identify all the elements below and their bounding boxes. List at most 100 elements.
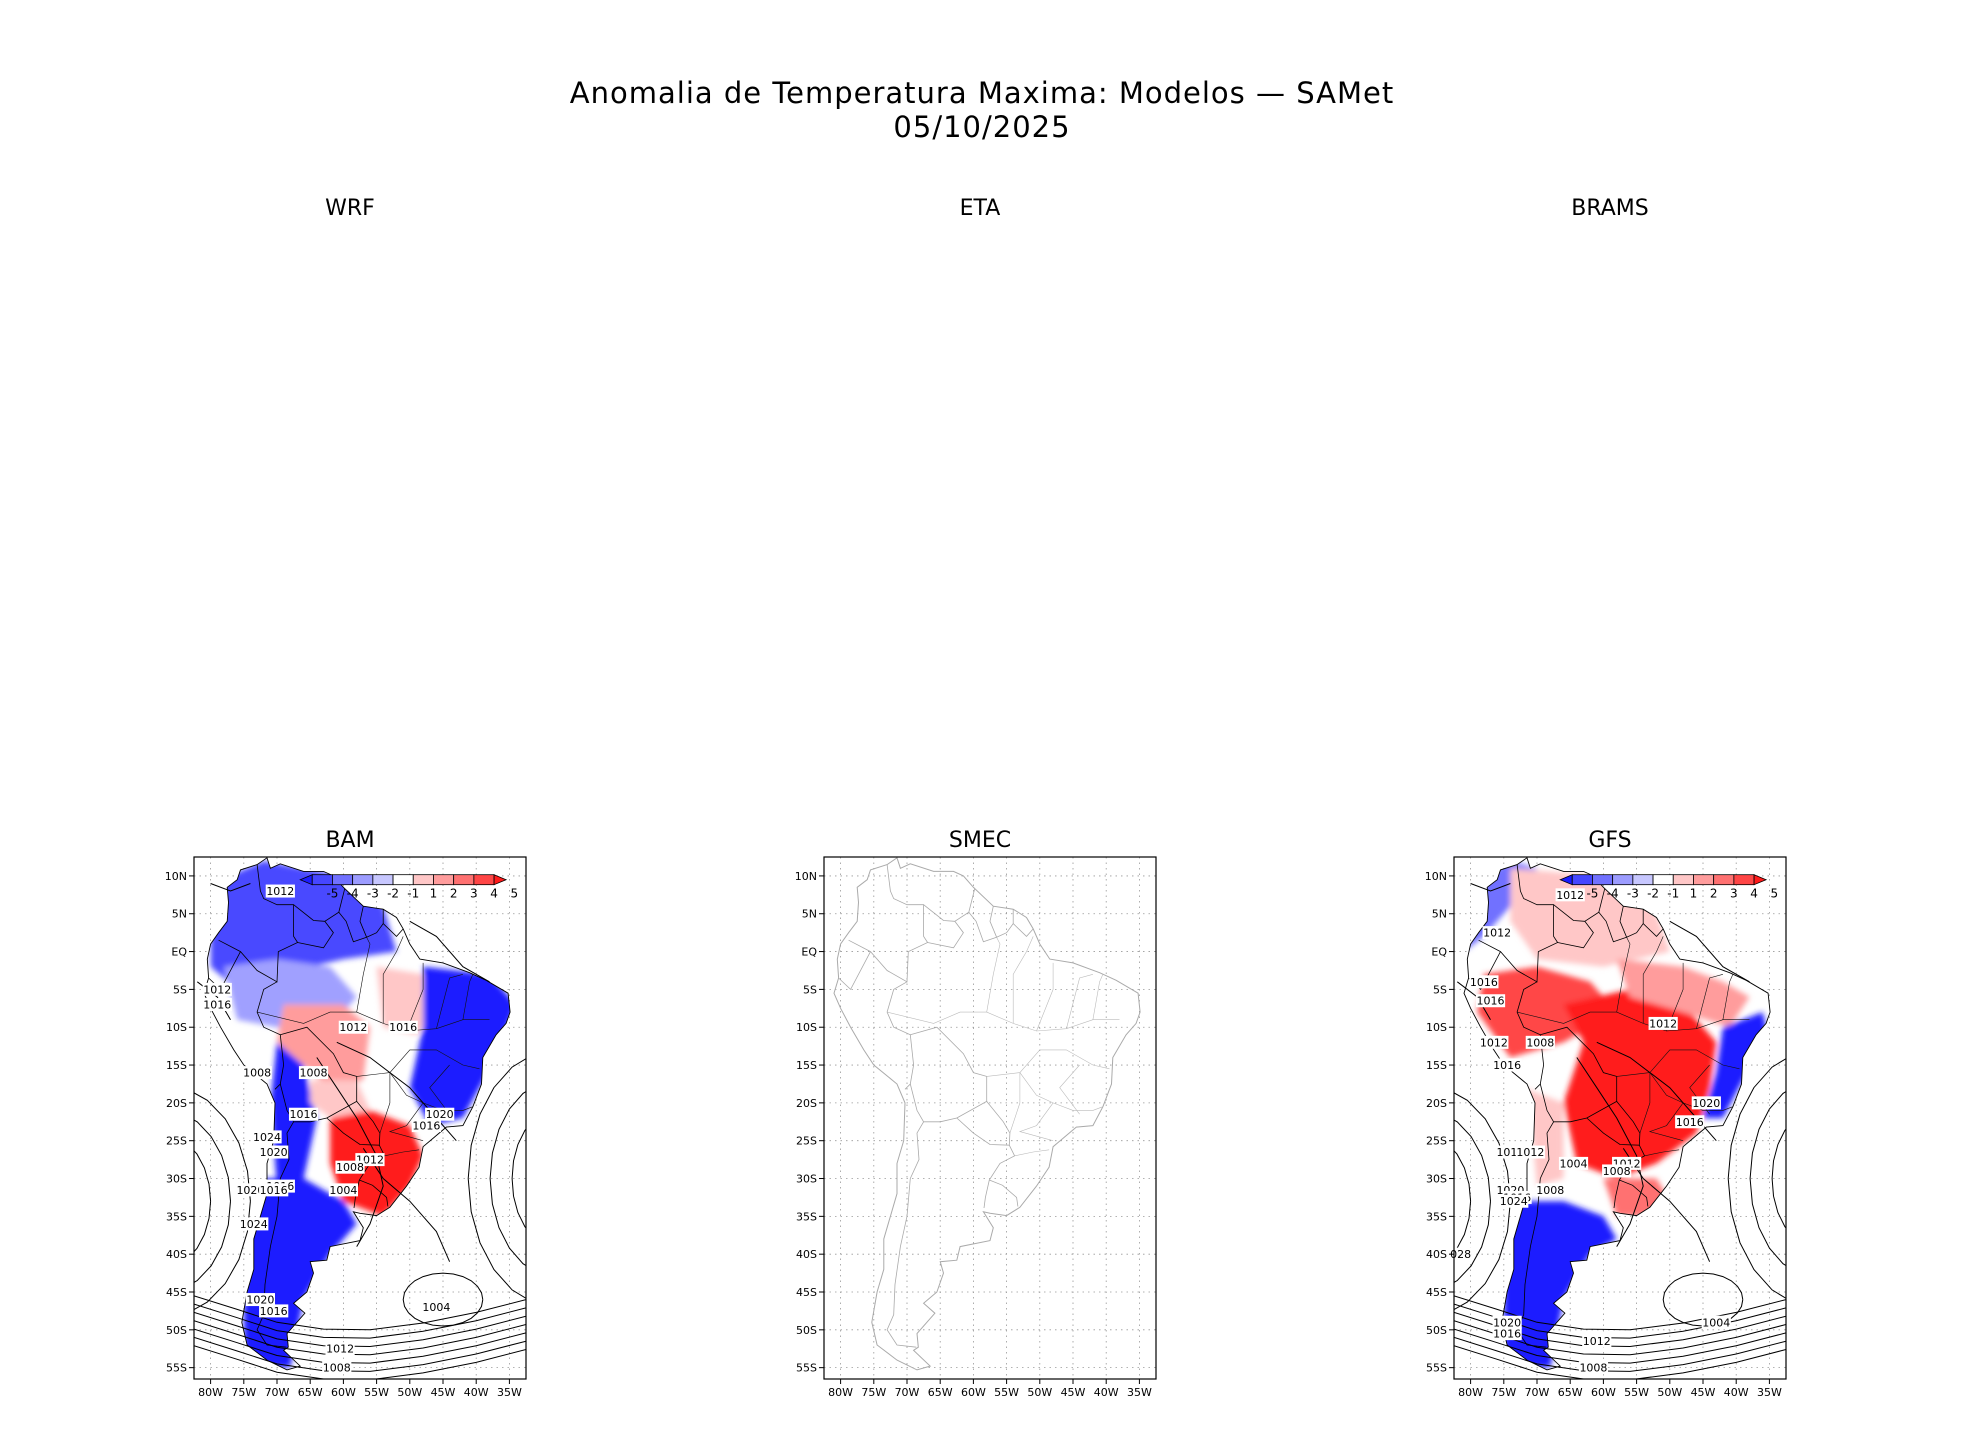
- bam-x-tick-label: 75W: [231, 1386, 256, 1399]
- bam-y-tick-label: 5N: [172, 908, 187, 921]
- bam-isobar-label-bg: [421, 1300, 451, 1314]
- bam-colorbar: -5 -4 -3 -2 -1 1 2 3 4 5: [299, 874, 518, 901]
- bam-isobar-label-bg: [202, 998, 232, 1012]
- gfs-x-tick-label: 65W: [1558, 1386, 1583, 1399]
- bam-isobar-1: [194, 1150, 212, 1253]
- gfs-x-tick-label: 50W: [1657, 1386, 1682, 1399]
- gfs-border-7: [1619, 1179, 1649, 1207]
- bam-state-border-9: [388, 1102, 424, 1141]
- gfs-isobar-label: 1012: [1480, 1036, 1508, 1049]
- gfs-y-tick-label: 5N: [1432, 908, 1447, 921]
- smec-border-6: [983, 1145, 1016, 1209]
- bam-isobar-label: 1004: [422, 1301, 450, 1314]
- gfs-isobar-label-bg: [1701, 1315, 1731, 1329]
- bam-isobar-label-bg: [259, 1304, 289, 1318]
- bam-border-5: [326, 1101, 381, 1146]
- gfs-isobar-19: [1669, 920, 1750, 983]
- gfs-isobar-label: 1012: [1649, 1017, 1677, 1030]
- bam-colorbar-label: 5: [510, 887, 518, 901]
- gfs-isobar-16: [1576, 1057, 1644, 1247]
- gfs-isobar-label: 1012: [1483, 927, 1511, 940]
- smec-x-tick-label: 75W: [861, 1386, 886, 1399]
- bam-isobar-label: 1012: [266, 885, 294, 898]
- bam-y-tick-label: 45S: [166, 1286, 187, 1299]
- bam-anomaly-region-3: [376, 966, 437, 1035]
- panel-title-eta: ETA: [959, 196, 1001, 221]
- smec-state-border-2: [1012, 936, 1034, 1024]
- bam-colorbar-swatch: [372, 874, 394, 886]
- bam-border-11: [382, 923, 404, 937]
- smec-x-tick-label: 70W: [895, 1386, 920, 1399]
- gfs-isobar-label-bg: [1499, 1194, 1529, 1208]
- bam-isobar-label-bg: [388, 1020, 418, 1034]
- bam-x-tick-label: 40W: [464, 1386, 489, 1399]
- smec-y-tick-label: 40S: [796, 1248, 817, 1261]
- gfs-x-tick-label: 40W: [1724, 1386, 1749, 1399]
- gfs-isobar-label: 1008: [1579, 1362, 1607, 1375]
- bam-isobar-label-bg: [335, 1160, 365, 1174]
- gfs-isobar-label: 1008: [1603, 1165, 1631, 1178]
- gfs-isobar-label-bg: [1555, 888, 1585, 902]
- gfs-colorbar-label: -3: [1627, 887, 1639, 901]
- gfs-isobar-6: [1749, 1090, 1786, 1267]
- gfs-isobar-label: 1016: [1493, 1328, 1521, 1341]
- gfs-isobar-label-bg: [1675, 1115, 1705, 1129]
- smec-frame: [823, 856, 1157, 1380]
- smec-y-tick-label: 55S: [796, 1362, 817, 1375]
- smec-x-tick-label: 40W: [1094, 1386, 1119, 1399]
- smec-x-tick-label: 35W: [1127, 1386, 1152, 1399]
- gfs-isobar-label-bg: [1475, 994, 1506, 1008]
- gfs-y-tick-label: 20S: [1426, 1097, 1447, 1110]
- smec-y-tick-label: 45S: [796, 1286, 817, 1299]
- bam-y-tick-label: 10S: [166, 1021, 187, 1034]
- smec-border-1: [838, 951, 871, 991]
- bam-isobar-20: [210, 883, 251, 892]
- smec-state-border-8: [1009, 1072, 1021, 1134]
- smec-border-12: [927, 921, 964, 949]
- gfs-isobar-label-bg: [1492, 1327, 1522, 1341]
- bam-border-10: [359, 906, 367, 938]
- gfs-isobar-4: [1794, 1141, 1838, 1217]
- bam-isobar-label-bg: [425, 1107, 455, 1121]
- smec-x-tick-label: 60W: [961, 1386, 986, 1399]
- bam-isobar-label-bg: [322, 1361, 352, 1375]
- bam-colorbar-swatch: [473, 874, 495, 886]
- gfs-isobar-label-bg: [1449, 1247, 1472, 1261]
- bam-state-border-6: [389, 1072, 474, 1111]
- bam-colorbar-label: 2: [450, 887, 458, 901]
- bam-colorbar-swatch: [412, 874, 434, 886]
- panel-title-brams: BRAMS: [1571, 196, 1649, 221]
- bam-isobar-label: 1012: [326, 1343, 354, 1356]
- bam-isobar-label-bg: [265, 884, 295, 898]
- gfs-isobar-label: 1008: [1536, 1184, 1564, 1197]
- panel-title-bam: BAM: [325, 828, 375, 853]
- gfs-isobar-label: 1004: [1560, 1157, 1588, 1170]
- smec-y-tick-label: 25S: [796, 1135, 817, 1148]
- smec-border-11: [1012, 923, 1034, 937]
- bam-x-tick-label: 50W: [397, 1386, 422, 1399]
- gfs-x-tick-label: 75W: [1491, 1386, 1516, 1399]
- bam-anomaly-region-4: [409, 966, 511, 1126]
- gfs-border-0: [1478, 864, 1559, 983]
- gfs-y-tick-label: EQ: [1431, 946, 1447, 959]
- gfs-isobar-label-bg: [1578, 1361, 1609, 1375]
- bam-isobar-label: 1020: [236, 1184, 264, 1197]
- bam-isobar-label: 1016: [260, 1184, 288, 1197]
- bam-colorbar-label: -1: [407, 887, 419, 901]
- bam-border-0: [218, 864, 299, 983]
- bam-isobar-9: [194, 1295, 526, 1331]
- gfs-isobars: [1454, 883, 1838, 1379]
- bam-colorbar-label: -5: [326, 887, 338, 901]
- smec-map-panel: 80W 75W 70W 65W 60W 55W 50W 45W 40W 35W 10N 5N EQ 5S 1…: [795, 856, 1157, 1399]
- bam-y-tick-label: 25S: [166, 1135, 187, 1148]
- bam-isobar-10: [194, 1303, 526, 1339]
- gfs-isobar-label: 1020: [1493, 1316, 1521, 1329]
- gfs-anomaly-region-7: [1503, 1201, 1617, 1368]
- gfs-isobar-label-bg: [1469, 975, 1499, 989]
- bam-colorbar-swatch: [352, 874, 374, 886]
- smec-y-tick-label: 15S: [796, 1059, 817, 1072]
- bam-x-tick-label: 60W: [331, 1386, 356, 1399]
- bam-isobar-label-bg: [325, 1342, 355, 1356]
- gfs-isobar-label: 1016: [1477, 995, 1505, 1008]
